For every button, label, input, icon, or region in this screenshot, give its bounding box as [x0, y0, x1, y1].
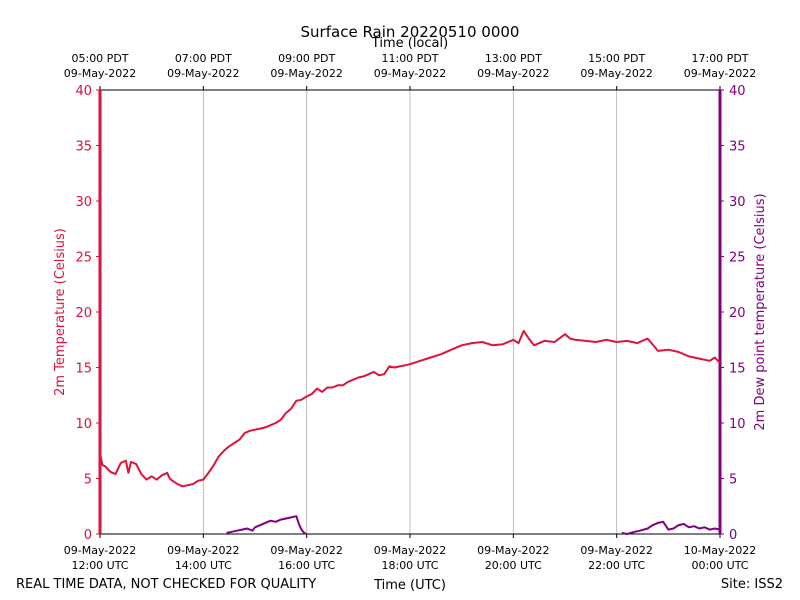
- y-tick-label-right: 40: [729, 84, 746, 99]
- dewpoint-series-line: [226, 515, 308, 535]
- x-tick-label-top-date: 09-May-2022: [270, 67, 342, 80]
- x-tick-label-bottom-date: 09-May-2022: [477, 544, 549, 557]
- x-tick-label-top-time: 05:00 PDT: [71, 52, 128, 65]
- x-tick-label-top-date: 09-May-2022: [167, 67, 239, 80]
- x-tick-label-bottom-time: 00:00 UTC: [691, 559, 748, 572]
- x-tick-label-bottom-date: 09-May-2022: [167, 544, 239, 557]
- y-tick-label-left: 5: [84, 473, 92, 488]
- y-tick-label-left: 10: [75, 417, 92, 432]
- y-tick-label-left: 30: [75, 195, 92, 210]
- x-tick-label-top-time: 09:00 PDT: [278, 52, 335, 65]
- y-tick-label-left: 0: [84, 528, 92, 543]
- y-axis-label-right: 2m Dew point temperature (Celsius): [753, 193, 768, 430]
- y-tick-label-left: 20: [75, 306, 92, 321]
- x-tick-label-bottom-time: 12:00 UTC: [71, 559, 128, 572]
- y-tick-label-left: 35: [75, 140, 92, 155]
- x-tick-label-top-date: 09-May-2022: [477, 67, 549, 80]
- quality-disclaimer: REAL TIME DATA, NOT CHECKED FOR QUALITY: [16, 577, 316, 592]
- x-tick-label-top-time: 17:00 PDT: [691, 52, 748, 65]
- x-tick-label-bottom-time: 14:00 UTC: [175, 559, 232, 572]
- x-tick-label-bottom-time: 16:00 UTC: [278, 559, 335, 572]
- y-tick-label-right: 0: [729, 528, 737, 543]
- y-tick-label-left: 15: [75, 362, 92, 377]
- y-tick-label-right: 15: [729, 362, 746, 377]
- x-tick-label-top-time: 07:00 PDT: [175, 52, 232, 65]
- x-tick-label-bottom-date: 09-May-2022: [580, 544, 652, 557]
- y-tick-label-right: 35: [729, 140, 746, 155]
- x-tick-label-top-date: 09-May-2022: [64, 67, 136, 80]
- x-tick-label-bottom-date: 10-May-2022: [684, 544, 756, 557]
- y-tick-label-right: 20: [729, 306, 746, 321]
- y-tick-label-right: 25: [729, 251, 746, 266]
- temperature-series-line: [99, 329, 721, 488]
- x-tick-label-bottom-time: 18:00 UTC: [381, 559, 438, 572]
- top-axis-label: Time (local): [371, 36, 448, 51]
- y-tick-label-right: 10: [729, 417, 746, 432]
- x-tick-label-top-time: 15:00 PDT: [588, 52, 645, 65]
- x-tick-label-bottom-date: 09-May-2022: [270, 544, 342, 557]
- x-tick-label-top-time: 11:00 PDT: [381, 52, 438, 65]
- y-tick-label-right: 5: [729, 473, 737, 488]
- y-tick-label-left: 25: [75, 251, 92, 266]
- x-tick-label-top-date: 09-May-2022: [374, 67, 446, 80]
- x-tick-label-bottom-date: 09-May-2022: [374, 544, 446, 557]
- x-tick-label-bottom-time: 22:00 UTC: [588, 559, 645, 572]
- x-tick-label-bottom-date: 09-May-2022: [64, 544, 136, 557]
- y-axis-label-left: 2m Temperature (Celsius): [53, 228, 68, 396]
- x-tick-label-top-date: 09-May-2022: [684, 67, 756, 80]
- dewpoint-series-line: [621, 520, 721, 535]
- x-tick-label-top-date: 09-May-2022: [580, 67, 652, 80]
- y-tick-label-right: 30: [729, 195, 746, 210]
- x-tick-label-bottom-time: 20:00 UTC: [485, 559, 542, 572]
- x-tick-label-top-time: 13:00 PDT: [485, 52, 542, 65]
- site-label: Site: ISS2: [721, 577, 783, 592]
- chart-title: Surface Rain 20220510 0000: [301, 23, 520, 41]
- x-axis-label: Time (UTC): [373, 578, 446, 593]
- y-tick-label-left: 40: [75, 84, 92, 99]
